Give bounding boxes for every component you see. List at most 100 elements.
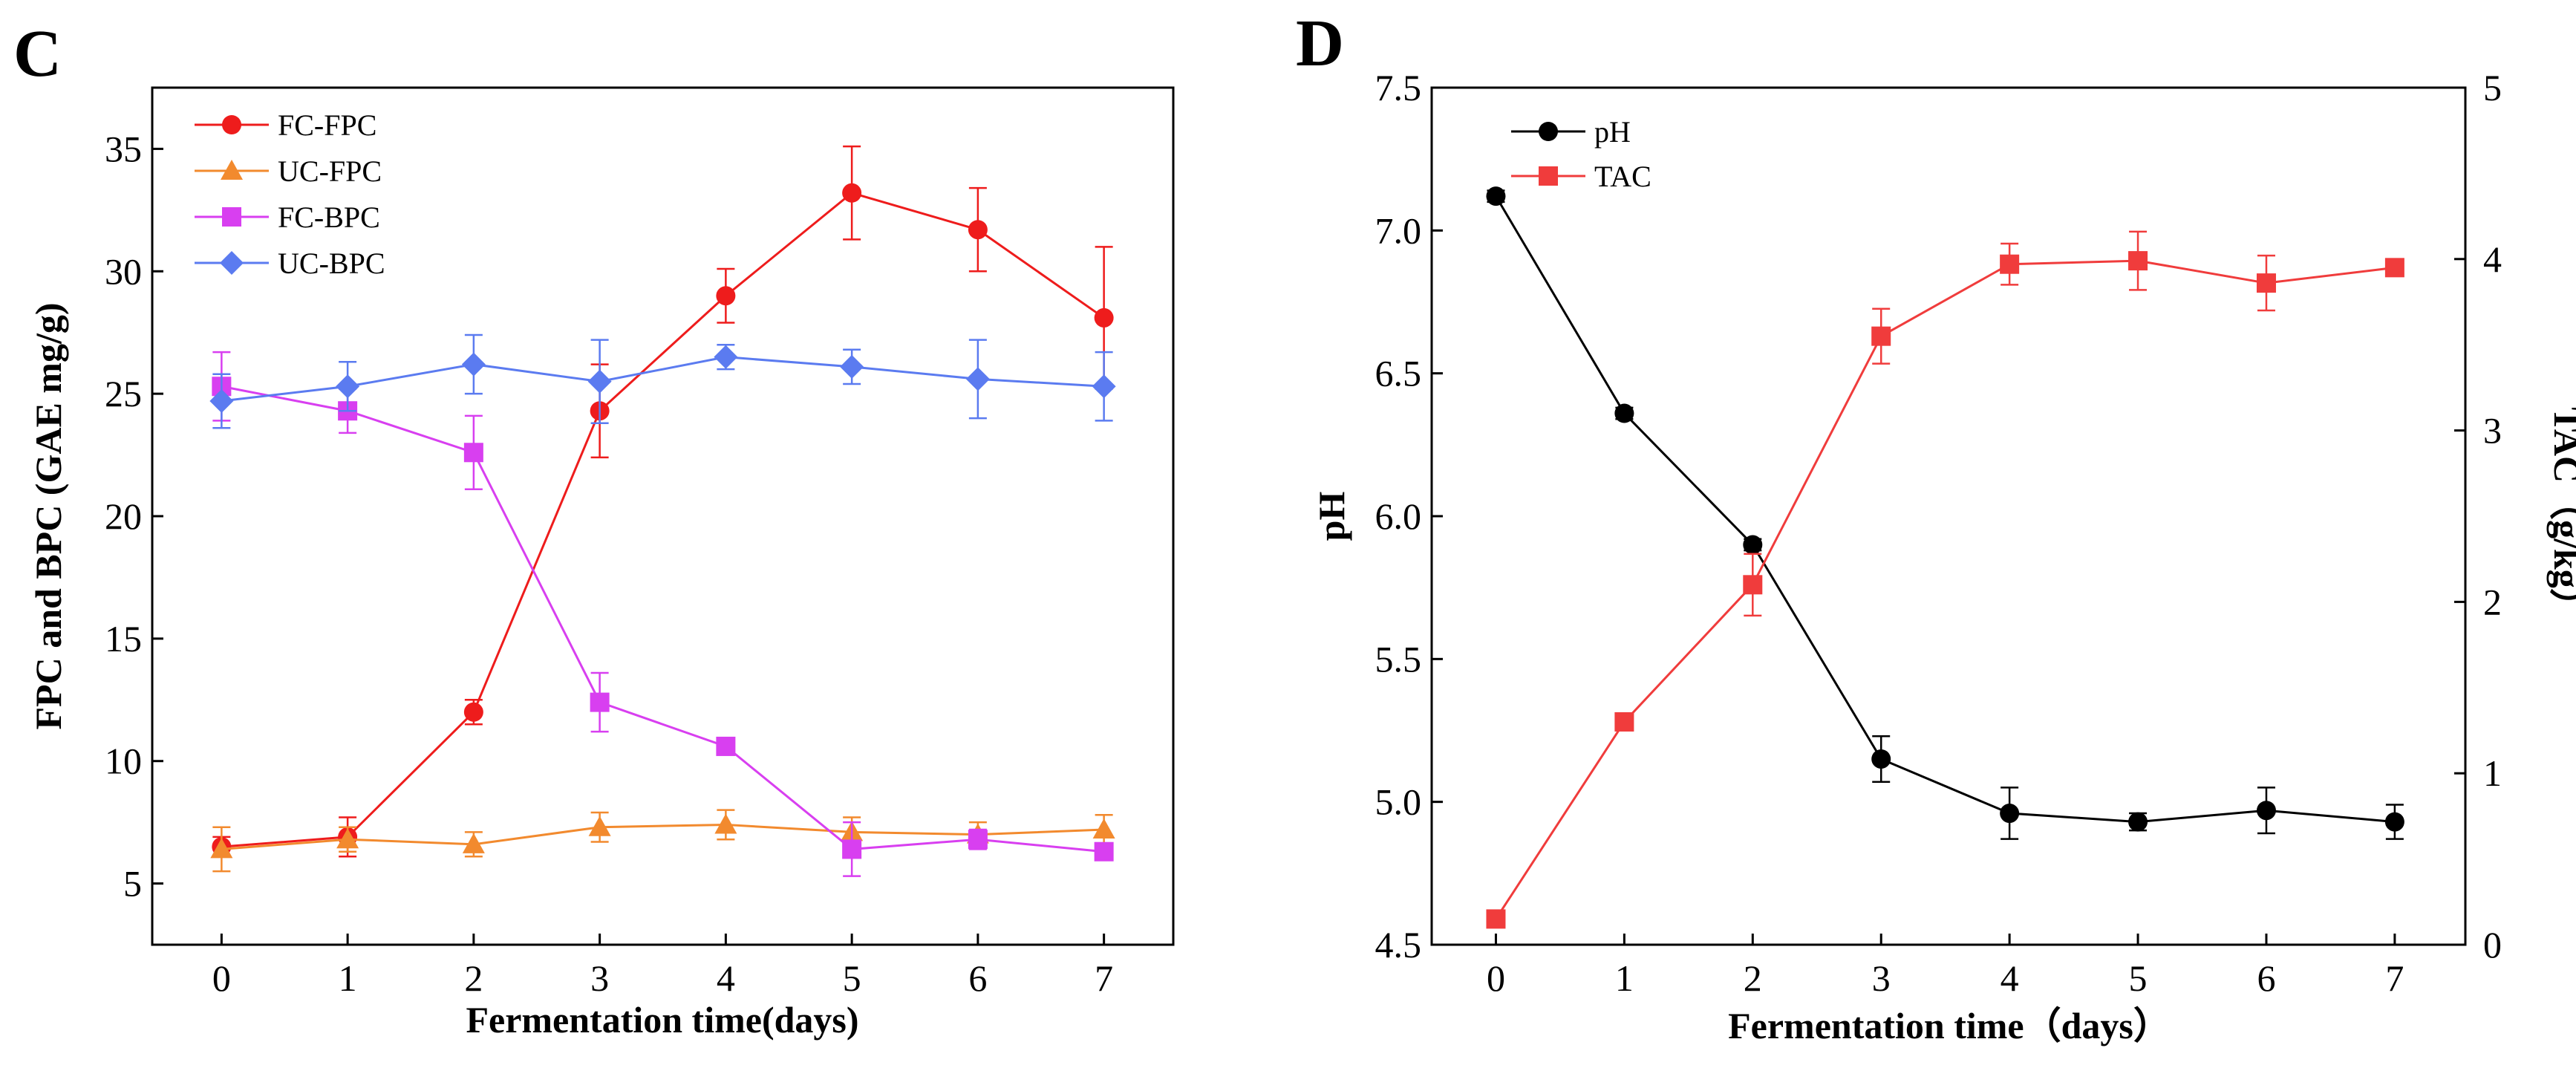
y-axis-d: 4.5 5.0 5.5 6.0 6.5 7.0 7.5 bbox=[1375, 67, 1443, 966]
x-tick-label: 2 bbox=[464, 957, 483, 999]
data-point bbox=[461, 352, 486, 377]
y-tick-label: 5.0 bbox=[1375, 781, 1422, 823]
y-tick-label: 4.5 bbox=[1375, 924, 1422, 966]
y2-axis-d: 0 1 2 3 4 5 bbox=[2454, 67, 2502, 966]
x-tick-label: 1 bbox=[1615, 957, 1634, 999]
y-axis-c: 5 10 15 20 25 30 35 bbox=[105, 128, 163, 905]
y-tick-label: 2 bbox=[2483, 581, 2502, 622]
data-point bbox=[2000, 254, 2020, 274]
data-point bbox=[2256, 273, 2276, 293]
y-tick-label: 0 bbox=[2483, 924, 2502, 966]
x-tick-label: 6 bbox=[2257, 957, 2275, 999]
plot-frame-d bbox=[1430, 86, 2467, 946]
data-point bbox=[1092, 818, 1115, 839]
legend-d: pH TAC bbox=[1511, 115, 1651, 193]
legend-marker bbox=[222, 115, 241, 134]
x-tick-label: 7 bbox=[2385, 957, 2404, 999]
series-line bbox=[221, 823, 1104, 850]
data-point bbox=[1094, 841, 1114, 862]
x-tick-label: 3 bbox=[590, 957, 609, 999]
y-tick-label: 5 bbox=[123, 863, 142, 905]
data-point bbox=[462, 833, 485, 853]
series-line bbox=[221, 385, 1104, 853]
data-point bbox=[965, 367, 990, 391]
data-point bbox=[463, 443, 483, 463]
y-tick-label: 5 bbox=[2483, 67, 2502, 108]
legend-marker bbox=[222, 207, 241, 227]
x-tick-label: 6 bbox=[968, 957, 987, 999]
legend-label: FC-BPC bbox=[278, 201, 380, 234]
series-line bbox=[1495, 259, 2396, 920]
legend-item: pH bbox=[1511, 115, 1631, 149]
series-tac bbox=[1486, 230, 2404, 929]
data-point bbox=[716, 286, 736, 306]
legend-marker bbox=[220, 251, 244, 275]
legend-item: UC-FPC bbox=[195, 154, 382, 188]
panel-letter-c: C bbox=[13, 17, 62, 91]
data-point bbox=[588, 815, 611, 836]
series-d bbox=[1486, 186, 2404, 929]
legend-item: TAC bbox=[1511, 160, 1651, 193]
series-fc-bpc bbox=[212, 351, 1114, 877]
y-axis-title-c: FPC and BPC (GAE mg/g) bbox=[27, 303, 69, 730]
legend-label: pH bbox=[1594, 115, 1631, 149]
data-point bbox=[2128, 251, 2148, 271]
data-point bbox=[842, 839, 862, 859]
data-point bbox=[1871, 749, 1891, 769]
data-point bbox=[587, 369, 612, 394]
data-point bbox=[336, 374, 360, 399]
y-tick-label: 7.5 bbox=[1375, 67, 1422, 108]
y-tick-label: 10 bbox=[105, 740, 142, 782]
data-point bbox=[714, 345, 738, 369]
y-tick-label: 25 bbox=[105, 373, 142, 414]
y-tick-label: 6.0 bbox=[1375, 495, 1422, 537]
legend-item: FC-BPC bbox=[195, 201, 380, 234]
y-tick-label: 30 bbox=[105, 250, 142, 292]
x-axis-c: 0 1 2 3 4 5 6 7 bbox=[212, 934, 1113, 999]
data-point bbox=[209, 389, 234, 414]
data-point bbox=[1486, 186, 1506, 206]
data-point bbox=[1092, 374, 1116, 399]
data-point bbox=[840, 354, 864, 379]
data-point bbox=[1614, 403, 1634, 423]
data-point bbox=[2384, 258, 2404, 278]
series-line bbox=[221, 356, 1104, 403]
data-point bbox=[2128, 812, 2148, 832]
legend-item: FC-FPC bbox=[195, 108, 376, 142]
y-tick-label: 4 bbox=[2483, 238, 2502, 280]
data-point bbox=[2256, 801, 2276, 821]
series-line bbox=[1495, 195, 2396, 824]
data-point bbox=[968, 830, 988, 850]
data-point bbox=[590, 692, 610, 712]
legend-label: UC-BPC bbox=[278, 247, 385, 280]
x-tick-label: 4 bbox=[2001, 957, 2019, 999]
legend-marker bbox=[1539, 166, 1558, 186]
series-uc-bpc bbox=[209, 333, 1116, 429]
data-point bbox=[2384, 812, 2404, 832]
data-point bbox=[716, 736, 736, 756]
x-tick-label: 5 bbox=[843, 957, 861, 999]
data-point bbox=[714, 813, 737, 834]
data-point bbox=[1094, 307, 1114, 328]
legend-marker bbox=[1539, 122, 1558, 141]
y2-axis-title-d: TAC（g/kg） bbox=[2546, 407, 2576, 625]
legend-marker bbox=[221, 160, 243, 180]
x-axis-title-d: Fermentation time（days） bbox=[1728, 1005, 2171, 1046]
data-point bbox=[1614, 712, 1634, 732]
x-tick-label: 2 bbox=[1744, 957, 1762, 999]
series-line bbox=[221, 192, 1105, 848]
y-tick-label: 15 bbox=[105, 618, 142, 660]
data-point bbox=[1486, 909, 1506, 929]
y-tick-label: 3 bbox=[2483, 410, 2502, 452]
data-point bbox=[2000, 804, 2020, 824]
data-point bbox=[842, 183, 862, 203]
data-point bbox=[968, 220, 988, 240]
legend-c: FC-FPC UC-FPC FC-BPC UC-BPC bbox=[195, 108, 385, 280]
series-c bbox=[209, 145, 1116, 877]
data-point bbox=[336, 828, 359, 849]
data-point bbox=[210, 838, 233, 859]
y-tick-label: 1 bbox=[2483, 752, 2502, 794]
